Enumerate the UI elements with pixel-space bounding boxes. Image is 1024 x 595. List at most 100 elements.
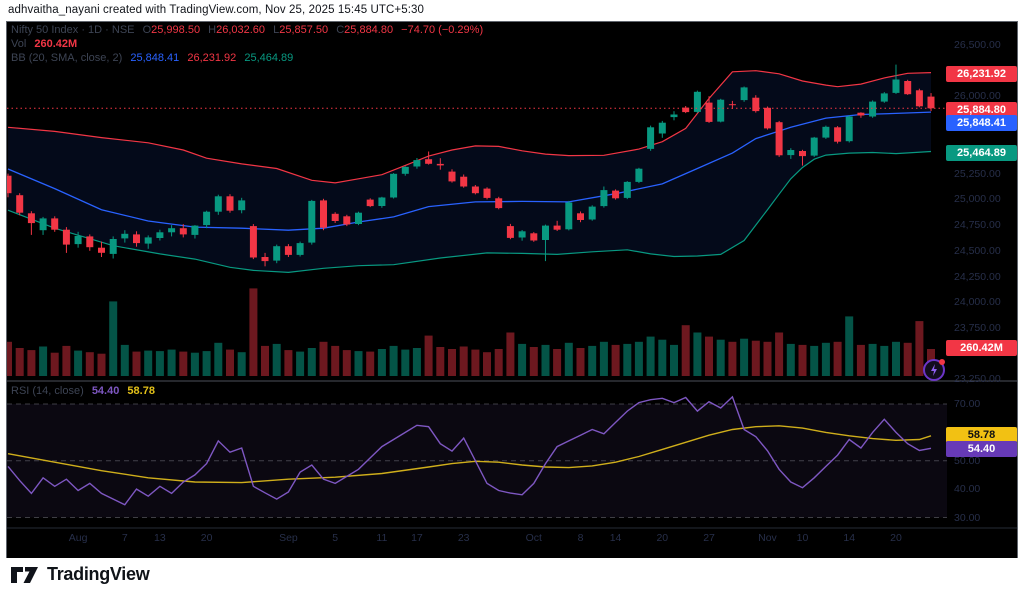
candle (880, 93, 888, 102)
candle (857, 112, 865, 116)
candle (366, 199, 374, 207)
volume-bar (354, 351, 363, 376)
volume-bar (132, 351, 141, 376)
candle (717, 99, 725, 122)
candle (892, 79, 900, 93)
volume-bar (412, 348, 421, 376)
volume-bar (15, 348, 24, 376)
volume-bar (716, 339, 725, 376)
volume-bar (705, 336, 713, 376)
candle (682, 107, 690, 113)
rsi-legend-row[interactable]: RSI (14, close) 54.40 58.78 (11, 385, 155, 397)
time-tick-label: 17 (411, 532, 423, 544)
symbol-legend-row[interactable]: Nifty 50 Index · 1D · NSE O25,998.50 H26… (11, 24, 483, 36)
volume-bar (681, 325, 690, 376)
axis-price-badge: 58.78 (946, 427, 1017, 443)
volume-bar (237, 352, 246, 376)
flash-alert-icon[interactable] (923, 359, 945, 381)
volume-legend-row[interactable]: Vol 260.42M (11, 38, 77, 50)
rsi-value: 54.40 (91, 385, 120, 397)
volume-bar (261, 345, 269, 376)
chart-canvas[interactable] (7, 22, 1017, 558)
candle (436, 163, 444, 166)
volume-bar (798, 344, 807, 376)
bb-legend-row[interactable]: BB (20, SMA, close, 2) 25,848.41 26,231.… (11, 52, 293, 64)
time-tick-label: 20 (200, 532, 213, 544)
bb-label: BB (20, SMA, close, 2) (11, 52, 123, 64)
time-tick-label: 13 (154, 532, 166, 544)
candle (191, 225, 199, 235)
volume-bar (179, 351, 188, 376)
candle (577, 213, 584, 220)
volume-bar (342, 350, 351, 376)
candle (62, 229, 70, 245)
candle (179, 228, 187, 235)
price-tick-label: 24,500.00 (954, 244, 1001, 257)
time-tick-label: Oct (525, 532, 542, 544)
volume-bar (833, 341, 842, 376)
volume-bar (576, 348, 585, 376)
volume-bar (529, 347, 538, 376)
candle (378, 197, 386, 206)
high-label: H (208, 24, 217, 36)
candle (238, 200, 246, 211)
rsi-line (7, 395, 932, 506)
candle (144, 237, 152, 244)
candle (845, 116, 853, 142)
volume-bar (307, 348, 316, 376)
rsi-label: RSI (14, close) (11, 385, 84, 397)
candle (752, 97, 760, 112)
bb-upper-line (7, 70, 932, 184)
candle (799, 151, 806, 157)
open-label: O (142, 24, 152, 36)
candle (822, 126, 830, 138)
candle (308, 200, 316, 243)
candle (927, 96, 935, 109)
change-value: −74.70 (−0.29%) (401, 24, 484, 36)
volume-bar (214, 342, 223, 376)
volume-bar (506, 332, 515, 376)
bb-lower-value: 25,464.89 (244, 52, 294, 64)
time-tick-label: 27 (703, 532, 715, 544)
volume-bar (541, 344, 550, 376)
candle (869, 101, 877, 117)
volume-bar (599, 341, 608, 376)
candle (273, 246, 281, 261)
volume-bar (109, 301, 118, 376)
rsi-ma-value: 58.78 (127, 385, 155, 397)
time-tick-label: Nov (758, 532, 777, 544)
time-tick-label: 5 (332, 532, 339, 544)
volume-bar (646, 336, 655, 376)
bb-basis-value: 25,848.41 (130, 52, 180, 64)
volume-bar (448, 349, 456, 376)
volume-bar (518, 343, 527, 376)
volume-bar (763, 341, 772, 376)
rsi-tick-label: 50.00 (954, 454, 981, 467)
volume-bar (74, 350, 83, 376)
volume-bar (658, 339, 667, 376)
candle (495, 198, 503, 209)
volume-bar (226, 349, 234, 376)
volume-bar (471, 349, 480, 376)
volume-bar (272, 343, 281, 376)
axis-price-badge: 25,464.89 (946, 145, 1017, 161)
candle (658, 122, 666, 134)
candle (904, 81, 912, 95)
candle (331, 213, 339, 221)
volume-bar (120, 344, 129, 376)
candle (249, 226, 257, 258)
candle (121, 233, 129, 239)
candle (39, 218, 47, 231)
volume-value: 260.42M (34, 38, 78, 50)
candle (51, 218, 59, 230)
volume-bar (62, 345, 71, 376)
tradingview-logo[interactable]: TradingView (10, 564, 150, 585)
volume-bar (868, 343, 877, 376)
candle (483, 188, 491, 198)
candle (775, 122, 783, 156)
tradingview-logo-icon (11, 566, 38, 583)
low-label: L (273, 24, 280, 36)
rsi-ma-line (7, 425, 932, 484)
time-tick-label: 7 (121, 532, 128, 544)
